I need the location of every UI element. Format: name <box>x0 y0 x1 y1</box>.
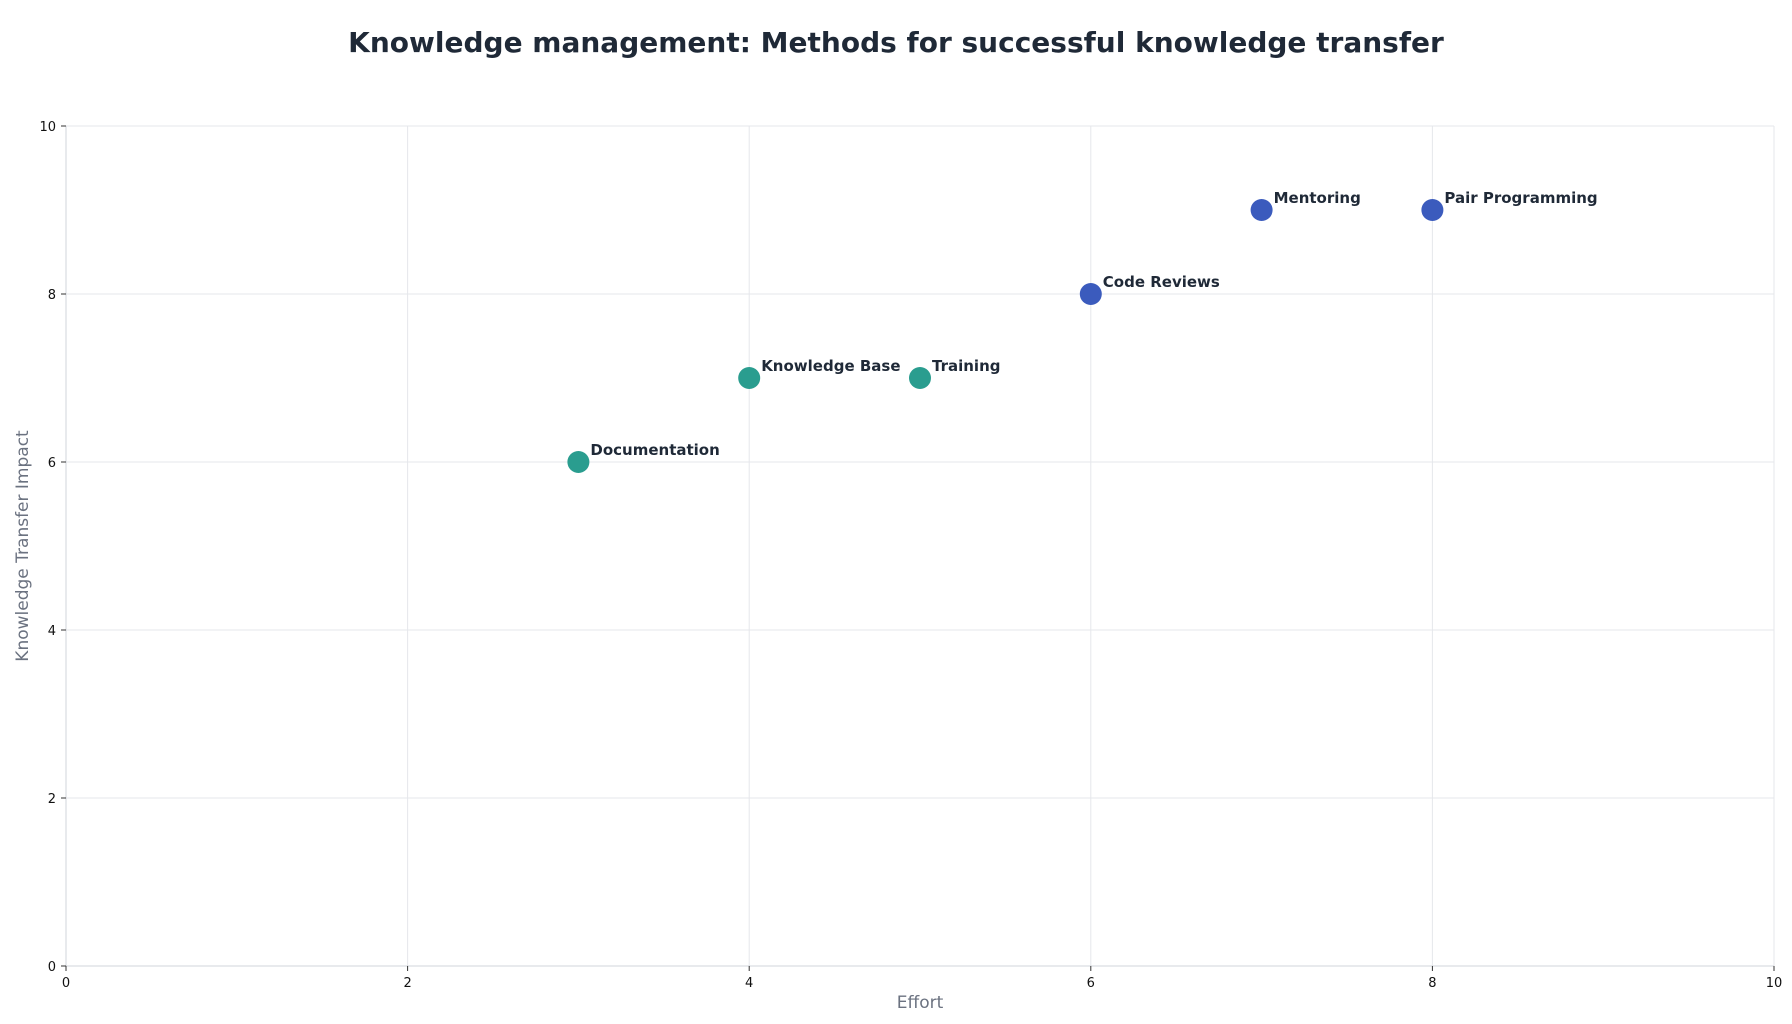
y-tick-label: 0 <box>48 960 56 975</box>
data-label: Knowledge Base <box>761 357 900 375</box>
data-point <box>567 451 590 473</box>
x-tick-label: 2 <box>403 976 411 991</box>
tick-labels: 0 2 4 6 8 10 0 2 4 6 8 10 <box>39 120 1782 991</box>
data-label: Documentation <box>590 441 719 459</box>
data-points: Documentation Knowledge Base Training Code … <box>567 189 1598 473</box>
data-point <box>1079 283 1102 305</box>
x-tick-label: 8 <box>1428 976 1436 991</box>
y-tick-label: 2 <box>48 792 56 807</box>
y-tick-label: 6 <box>48 456 56 471</box>
x-tick-label: 0 <box>62 976 70 991</box>
data-point <box>909 367 931 389</box>
data-label: Pair Programming <box>1444 189 1597 207</box>
x-tick-label: 6 <box>1087 976 1095 991</box>
data-point <box>1250 199 1273 221</box>
x-axis-label: Effort <box>897 993 944 1013</box>
axes <box>65 126 1774 967</box>
data-point <box>1421 199 1444 221</box>
data-label: Code Reviews <box>1103 273 1220 291</box>
x-tick-label: 10 <box>1766 976 1783 991</box>
data-label: Mentoring <box>1274 189 1361 207</box>
chart-title: Knowledge management: Methods for succes… <box>348 26 1444 59</box>
data-label: Training <box>932 357 1000 375</box>
grid-lines <box>66 125 1775 966</box>
y-tick-label: 4 <box>48 624 56 639</box>
x-tick-label: 4 <box>745 976 753 991</box>
y-tick-label: 10 <box>39 120 56 135</box>
y-tick-label: 8 <box>48 288 56 303</box>
y-axis-label: Knowledge Transfer Impact <box>13 430 33 662</box>
data-point <box>738 367 761 389</box>
